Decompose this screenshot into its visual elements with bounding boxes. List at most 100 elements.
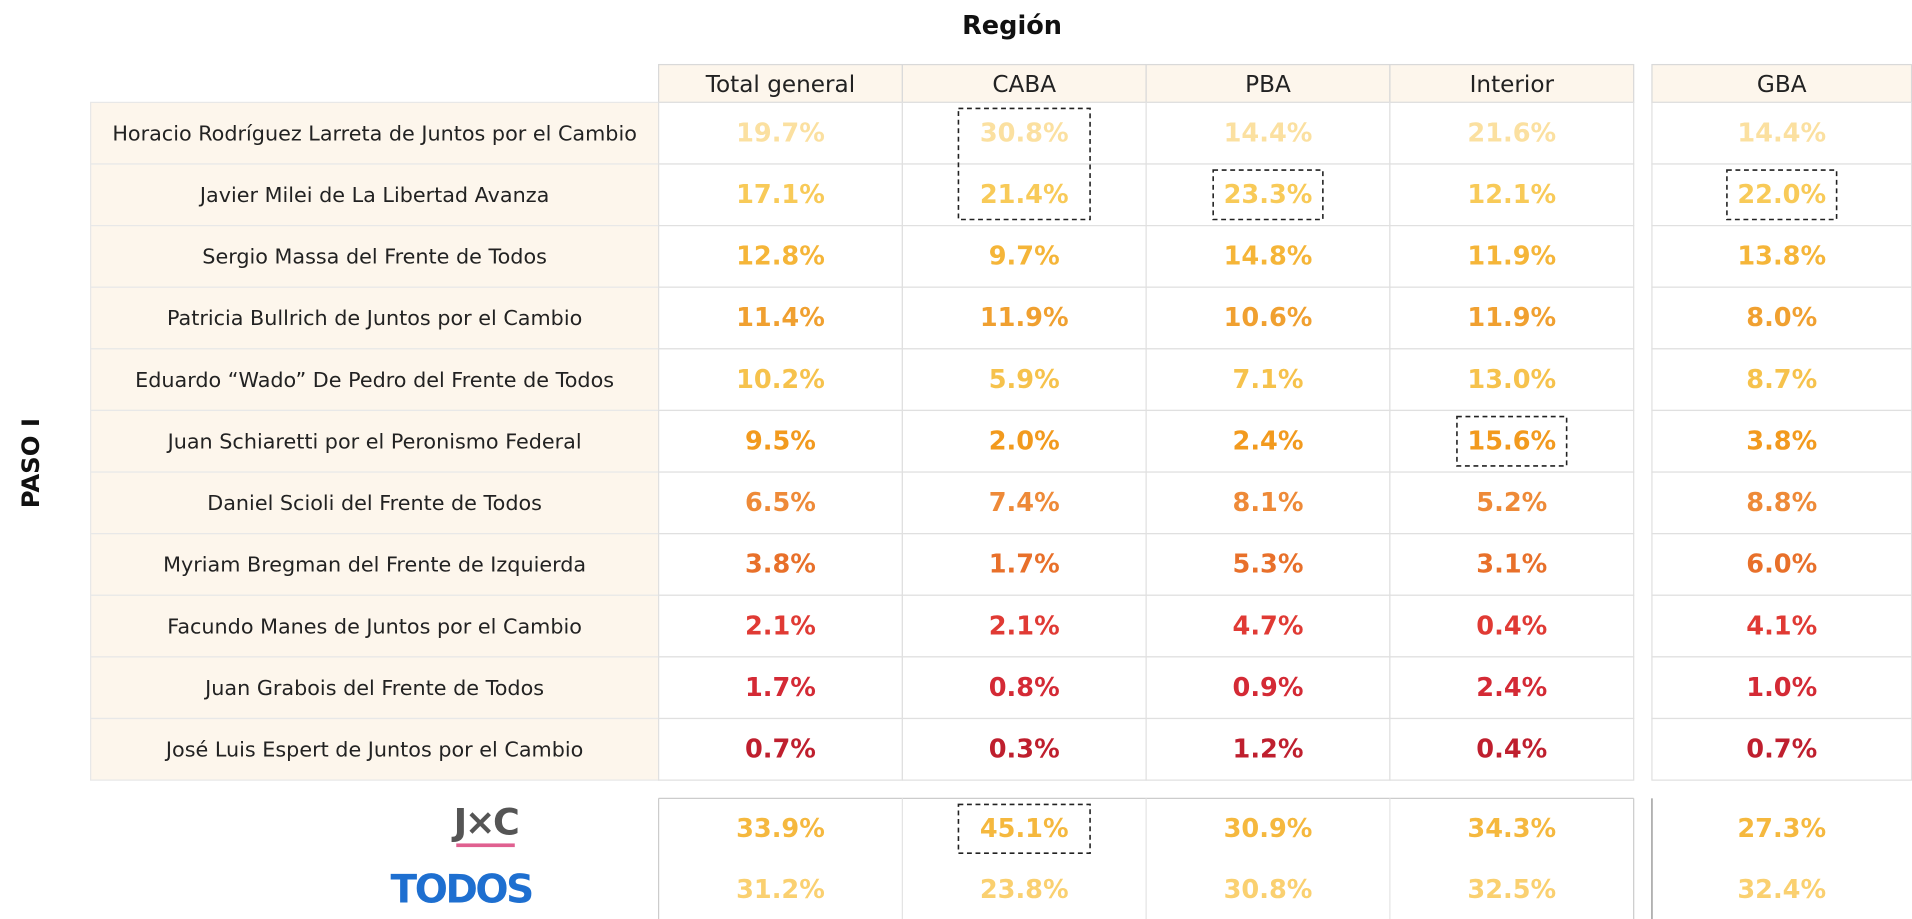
row-label: Juan Grabois del Frente de Todos xyxy=(203,676,544,700)
cell-value: 0.9% xyxy=(1233,673,1304,703)
value-cell xyxy=(1389,409,1635,473)
cell-value: 14.8% xyxy=(1224,242,1313,272)
row-label: Horacio Rodríguez Larreta de Juntos por … xyxy=(112,121,637,145)
value-cell xyxy=(1146,859,1390,919)
cell-value: 23.8% xyxy=(980,875,1069,905)
header-cell xyxy=(657,63,903,103)
cell-value: 6.5% xyxy=(745,488,816,518)
party-logo: J×C xyxy=(451,800,518,843)
column-header: Total general xyxy=(705,72,855,98)
cell-value: 0.3% xyxy=(989,735,1060,765)
cell-value: 10.6% xyxy=(1224,303,1313,333)
label-cell xyxy=(90,717,660,781)
cell-value: 8.1% xyxy=(1233,488,1304,518)
column-header: CABA xyxy=(992,72,1056,98)
value-cell xyxy=(657,163,903,227)
value-cell xyxy=(1651,224,1912,288)
row-label: Sergio Massa del Frente de Todos xyxy=(202,245,547,269)
cell-value: 22.0% xyxy=(1737,180,1826,210)
cell-value: 21.6% xyxy=(1467,118,1556,148)
cell-value: 9.7% xyxy=(989,242,1060,272)
row-label: Patricia Bullrich de Juntos por el Cambi… xyxy=(167,306,582,330)
cell-value: 14.4% xyxy=(1224,118,1313,148)
value-cell xyxy=(1389,533,1635,596)
cell-value: 9.5% xyxy=(745,426,816,456)
cell-value: 13.8% xyxy=(1737,242,1826,272)
cell-value: 8.8% xyxy=(1746,488,1817,518)
value-cell xyxy=(1389,859,1634,919)
cell-value: 0.4% xyxy=(1476,611,1547,641)
value-cell xyxy=(1389,656,1635,720)
cell-value: 32.5% xyxy=(1467,875,1556,905)
header-cell xyxy=(1389,63,1635,103)
value-cell xyxy=(1651,594,1912,658)
highlight-box xyxy=(957,107,1091,221)
cell-value: 0.7% xyxy=(1746,735,1817,765)
cell-value: 45.1% xyxy=(980,814,1069,844)
side-label: PASO I xyxy=(16,418,45,508)
column-header: PBA xyxy=(1245,72,1291,98)
cell-value: 11.4% xyxy=(736,303,825,333)
highlight-box xyxy=(957,803,1091,854)
value-cell xyxy=(657,224,903,288)
column-header: GBA xyxy=(1757,72,1807,98)
cell-value: 12.1% xyxy=(1467,180,1556,210)
cell-value: 11.9% xyxy=(1467,303,1556,333)
logo-bar xyxy=(456,843,515,848)
value-cell xyxy=(1651,471,1912,535)
cell-value: 30.9% xyxy=(1224,814,1313,844)
cell-value: 30.8% xyxy=(980,118,1069,148)
cell-value: 15.6% xyxy=(1467,426,1556,456)
highlight-box xyxy=(1726,169,1838,221)
value-cell xyxy=(1651,798,1912,860)
highlight-box xyxy=(1212,169,1324,221)
value-cell xyxy=(901,163,1147,227)
cell-value: 33.9% xyxy=(736,814,825,844)
value-cell xyxy=(901,533,1147,596)
value-cell xyxy=(1651,163,1912,227)
value-cell xyxy=(1145,409,1391,473)
cell-value: 30.8% xyxy=(1224,875,1313,905)
label-cell xyxy=(90,594,660,658)
value-cell xyxy=(1145,471,1391,535)
value-cell xyxy=(901,594,1147,658)
cell-value: 2.4% xyxy=(1476,673,1547,703)
label-cell xyxy=(90,163,660,227)
header-cell xyxy=(901,63,1147,103)
highlight-box xyxy=(1456,415,1568,467)
label-cell xyxy=(90,471,660,535)
cell-value: 14.4% xyxy=(1737,118,1826,148)
cell-value: 2.4% xyxy=(1233,426,1304,456)
value-cell xyxy=(901,717,1147,781)
header-cell xyxy=(1145,63,1391,103)
value-cell xyxy=(657,717,903,781)
value-cell xyxy=(1145,224,1391,288)
cell-value: 21.4% xyxy=(980,180,1069,210)
cell-value: 2.0% xyxy=(989,426,1060,456)
cell-value: 0.4% xyxy=(1476,735,1547,765)
cell-value: 5.3% xyxy=(1233,550,1304,580)
party-logo: TODOS xyxy=(391,868,533,913)
value-cell xyxy=(1389,471,1635,535)
row-label: Facundo Manes de Juntos por el Cambio xyxy=(167,614,582,638)
value-cell xyxy=(1389,798,1634,860)
row-label: Juan Schiaretti por el Peronismo Federal xyxy=(166,429,582,453)
cell-value: 12.8% xyxy=(736,242,825,272)
value-cell xyxy=(657,286,903,350)
cell-value: 4.7% xyxy=(1233,611,1304,641)
value-cell xyxy=(1389,101,1635,165)
cell-value: 1.2% xyxy=(1233,735,1304,765)
value-cell xyxy=(1146,798,1390,860)
row-label: Eduardo “Wado” De Pedro del Frente de To… xyxy=(135,368,614,392)
value-cell xyxy=(1389,286,1635,350)
cell-value: 3.8% xyxy=(1746,426,1817,456)
value-cell xyxy=(1389,224,1635,288)
cell-value: 8.7% xyxy=(1746,365,1817,395)
column-header: Interior xyxy=(1470,72,1555,98)
cell-value: 7.1% xyxy=(1233,365,1304,395)
value-cell xyxy=(657,533,903,596)
cell-value: 17.1% xyxy=(736,180,825,210)
value-cell xyxy=(1389,717,1635,781)
